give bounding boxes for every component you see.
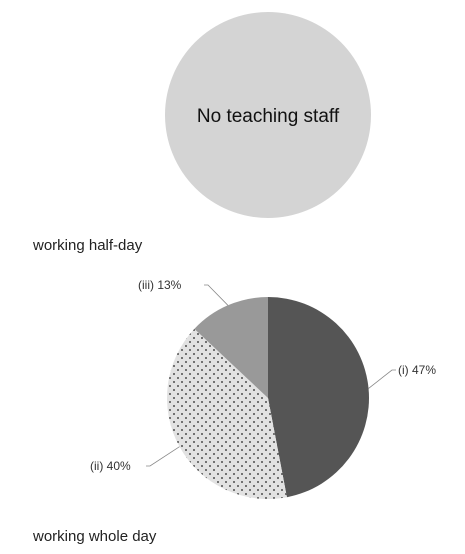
slice-label-i: (i) 47%	[398, 363, 436, 377]
empty-pie-label: No teaching staff	[197, 106, 340, 127]
caption-working-half-day: working half-day	[33, 237, 143, 254]
caption-working-whole-day: working whole day	[33, 528, 157, 545]
pie-slice-iii	[194, 297, 268, 398]
pie-chart-half-day: (i) 47% (ii) 40% (iii) 13%	[90, 278, 436, 499]
empty-pie-chart: No teaching staff	[165, 12, 371, 218]
empty-pie-disc	[165, 12, 371, 218]
slice-label-ii: (ii) 40%	[90, 459, 131, 473]
leader-line-iii	[204, 284, 229, 306]
slice-label-iii: (iii) 13%	[138, 278, 182, 292]
pie-slice-i	[268, 297, 369, 498]
leader-line-ii	[146, 446, 180, 467]
leader-line-i	[368, 369, 396, 389]
pie-slice-ii	[167, 328, 287, 499]
